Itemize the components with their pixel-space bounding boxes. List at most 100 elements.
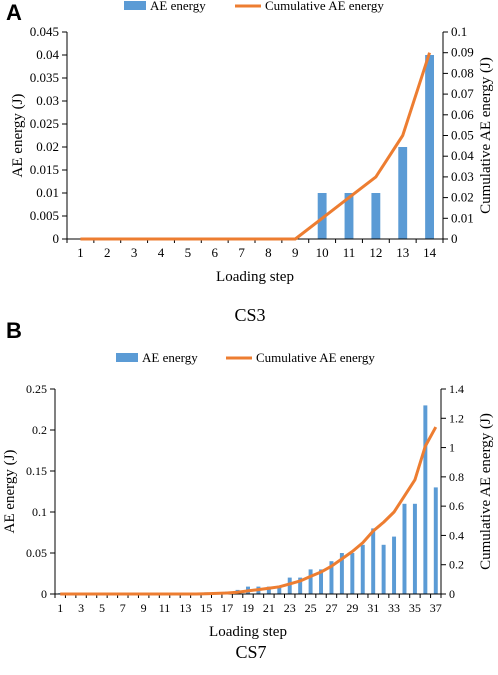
cs7-xtick-label-5: 5: [99, 601, 105, 615]
cs3-y2tick-label: 0.07: [451, 86, 474, 101]
cs7-xtick-label-25: 25: [305, 601, 317, 615]
cs3-ytick-label: 0.015: [30, 162, 59, 177]
cs7-bar-26: [319, 569, 324, 594]
cs3-y2tick-label: 0.02: [451, 190, 474, 205]
cs3-xtick-label-8: 8: [265, 245, 272, 260]
cs3-y2tick-label: 0.03: [451, 169, 474, 184]
cs7-bar-27: [329, 561, 334, 594]
cs3-y2tick-label: 0.09: [451, 45, 474, 60]
cs7-y2tick-label: 0: [449, 587, 455, 601]
cs7-xtick-label-13: 13: [179, 601, 191, 615]
cs7-bar-37: [433, 487, 438, 594]
cs3-ytick-label: 0.045: [30, 24, 59, 39]
cs3-y2tick-label: 0.08: [451, 65, 474, 80]
cs7-y2label: Cumulative AE energy (J): [478, 413, 494, 570]
panel-letter-b: B: [6, 318, 22, 343]
cs7-xtick-label-15: 15: [200, 601, 212, 615]
cs7-xtick-label-11: 11: [159, 601, 171, 615]
cs3-ytick-label: 0: [53, 231, 60, 246]
cs7-xtick-label-27: 27: [325, 601, 337, 615]
cs3-xtick-label-9: 9: [292, 245, 299, 260]
cs7-xtick-label-1: 1: [57, 601, 63, 615]
cs3-y2tick-label: 0.06: [451, 107, 474, 122]
cs3-ytick-label: 0.03: [36, 93, 59, 108]
cs3-y2tick-label: 0.1: [451, 24, 467, 39]
cs3-ylabel: AE energy (J): [10, 94, 26, 178]
cs3-y2tick-label: 0.05: [451, 128, 474, 143]
cs3-ytick-label: 0.025: [30, 116, 59, 131]
cs7-xtick-label-23: 23: [284, 601, 296, 615]
cs3-xtick-label-6: 6: [211, 245, 218, 260]
cs3-legend-line-label: Cumulative AE energy: [265, 0, 384, 13]
cs3-xtick-label-13: 13: [396, 245, 409, 260]
cs7-y2tick-label: 1: [449, 441, 455, 455]
cs7-xtick-label-9: 9: [141, 601, 147, 615]
cs7-y2tick-label: 0.6: [449, 499, 464, 513]
cs7-bar-24: [298, 577, 303, 594]
cs7-y2tick-label: 0.4: [449, 528, 464, 542]
cs7-legend-line-label: Cumulative AE energy: [256, 350, 375, 365]
cs3-ytick-label: 0.035: [30, 70, 59, 85]
cs3-y2tick-label: 0.04: [451, 148, 474, 163]
cs3-bar-10: [317, 193, 327, 239]
cs7-bar-33: [392, 536, 397, 594]
cs7-bar-23: [287, 577, 292, 594]
cs7-ytick-label: 0: [41, 587, 47, 601]
cs3-bar-12: [371, 193, 381, 239]
cs7-xlabel: Loading step: [209, 624, 287, 640]
cs3-xtick-label-11: 11: [343, 245, 356, 260]
cs3-xtick-label-1: 1: [77, 245, 84, 260]
cs3-bar-11: [344, 193, 354, 239]
cs7-bar-30: [360, 544, 365, 594]
cs7-y2tick-label: 0.2: [449, 558, 464, 572]
chart-cs3: 00.0050.010.0150.020.0250.030.0350.040.0…: [10, 0, 494, 285]
cs7-cumulative-line: [60, 426, 438, 596]
cs7-bar-29: [350, 553, 355, 594]
cs7-bar-34: [402, 503, 407, 594]
cs7-xtick-label-3: 3: [78, 601, 84, 615]
cs7-ylabel: AE energy (J): [2, 450, 18, 534]
cs3-xlabel: Loading step: [216, 269, 294, 285]
cs3-bar-13: [398, 147, 408, 239]
cs7-y2tick-label: 1.2: [449, 411, 464, 425]
cs7-xtick-label-17: 17: [221, 601, 233, 615]
cs7-xtick-label-33: 33: [388, 601, 400, 615]
cs7-bar-35: [412, 503, 417, 594]
cs3-xtick-label-14: 14: [423, 245, 437, 260]
cs3-cumulative-line: [80, 52, 431, 241]
cs7-xtick-label-37: 37: [430, 601, 442, 615]
cs7-bar-28: [339, 553, 344, 594]
caption-cs3: CS3: [234, 305, 266, 325]
cs7-bar-31: [371, 528, 376, 594]
cs7-ytick-label: 0.25: [26, 382, 47, 396]
cs7-bar-25: [308, 569, 313, 594]
cs7-ytick-label: 0.1: [32, 505, 47, 519]
cs3-xtick-label-12: 12: [369, 245, 382, 260]
cs7-y2tick-label: 1.4: [449, 382, 464, 396]
cs3-ytick-label: 0.04: [36, 47, 59, 62]
cs3-bar-14: [425, 55, 435, 239]
cs7-legend-bar-label: AE energy: [142, 350, 198, 365]
cs7-ytick-label: 0.05: [26, 546, 47, 560]
cs3-xtick-label-4: 4: [158, 245, 165, 260]
panel-letter-a: A: [6, 0, 22, 25]
cs3-ytick-label: 0.02: [36, 139, 59, 154]
cs7-xtick-label-31: 31: [367, 601, 379, 615]
cs3-xtick-label-2: 2: [104, 245, 111, 260]
cs7-xtick-label-7: 7: [120, 601, 126, 615]
cs7-bar-22: [277, 585, 282, 594]
cs7-xtick-label-35: 35: [409, 601, 421, 615]
cs7-ytick-label: 0.15: [26, 464, 47, 478]
cs3-y2tick-label: 0: [451, 231, 458, 246]
cs3-xtick-label-7: 7: [238, 245, 245, 260]
cs7-xtick-label-19: 19: [242, 601, 254, 615]
chart-cs7: 0 0.05 0.1 0.15 0.2 0.25 0 0.2 0.4 0.6 0.8 1 1.2 1.4 1…: [2, 350, 494, 640]
cs3-ytick-label: 0.01: [36, 185, 59, 200]
cs7-y2tick-label: 0.8: [449, 470, 464, 484]
cs7-xtick-label-29: 29: [346, 601, 358, 615]
cs7-bar-32: [381, 544, 386, 594]
cs7-legend-bar-swatch: [116, 353, 138, 362]
cs3-xtick-label-5: 5: [185, 245, 192, 260]
cs3-xtick-label-3: 3: [131, 245, 138, 260]
cs7-ytick-label: 0.2: [32, 423, 47, 437]
